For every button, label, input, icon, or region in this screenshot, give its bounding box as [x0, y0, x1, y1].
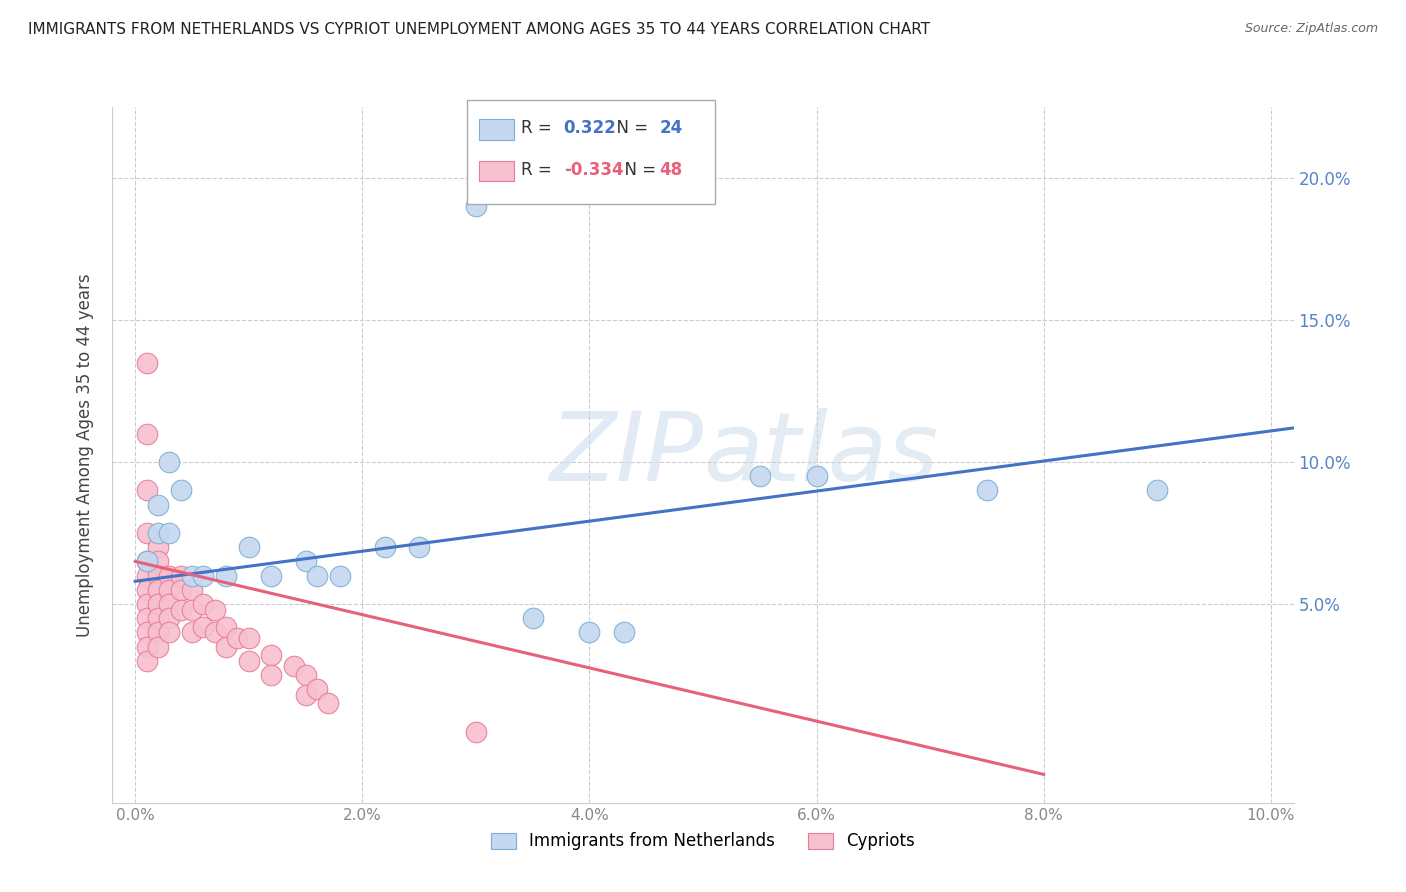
- Point: [215, 568, 238, 582]
- Point: [260, 668, 283, 682]
- Text: N =: N =: [614, 161, 662, 178]
- Point: [748, 469, 770, 483]
- Point: [260, 568, 283, 582]
- Text: N =: N =: [606, 119, 654, 136]
- Point: [135, 625, 157, 640]
- Text: R =: R =: [522, 161, 557, 178]
- Text: ZIP: ZIP: [550, 409, 703, 501]
- Point: [135, 483, 157, 498]
- Point: [408, 540, 430, 554]
- Point: [146, 582, 169, 597]
- Point: [374, 540, 396, 554]
- Point: [238, 540, 260, 554]
- Point: [169, 582, 191, 597]
- Point: [215, 620, 238, 634]
- Point: [157, 597, 180, 611]
- Point: [157, 455, 180, 469]
- FancyBboxPatch shape: [467, 100, 714, 204]
- Point: [135, 582, 157, 597]
- Point: [522, 611, 544, 625]
- Point: [135, 426, 157, 441]
- FancyBboxPatch shape: [478, 119, 515, 140]
- Point: [193, 620, 215, 634]
- Point: [578, 625, 600, 640]
- Point: [226, 631, 249, 645]
- Point: [157, 611, 180, 625]
- Point: [238, 631, 260, 645]
- Point: [146, 526, 169, 541]
- Point: [135, 568, 157, 582]
- Point: [135, 356, 157, 370]
- FancyBboxPatch shape: [478, 161, 515, 181]
- Point: [193, 597, 215, 611]
- Point: [464, 724, 486, 739]
- Point: [157, 582, 180, 597]
- Text: -0.334: -0.334: [564, 161, 623, 178]
- Point: [146, 568, 169, 582]
- Point: [305, 682, 328, 697]
- Point: [464, 199, 486, 213]
- Point: [135, 654, 157, 668]
- Point: [215, 640, 238, 654]
- Point: [146, 498, 169, 512]
- Point: [157, 625, 180, 640]
- Legend: Immigrants from Netherlands, Cypriots: Immigrants from Netherlands, Cypriots: [484, 826, 922, 857]
- Text: R =: R =: [522, 119, 557, 136]
- Point: [135, 611, 157, 625]
- Point: [283, 659, 305, 673]
- Point: [612, 625, 634, 640]
- Point: [329, 568, 352, 582]
- Text: atlas: atlas: [703, 409, 938, 501]
- Point: [135, 554, 157, 568]
- Point: [305, 568, 328, 582]
- Point: [146, 597, 169, 611]
- Point: [146, 625, 169, 640]
- Point: [181, 582, 204, 597]
- Point: [146, 540, 169, 554]
- Point: [316, 697, 339, 711]
- Text: 24: 24: [659, 119, 682, 136]
- Point: [146, 611, 169, 625]
- Text: 48: 48: [659, 161, 682, 178]
- Point: [204, 625, 226, 640]
- Point: [806, 469, 828, 483]
- Point: [135, 554, 157, 568]
- Point: [238, 654, 260, 668]
- Text: IMMIGRANTS FROM NETHERLANDS VS CYPRIOT UNEMPLOYMENT AMONG AGES 35 TO 44 YEARS CO: IMMIGRANTS FROM NETHERLANDS VS CYPRIOT U…: [28, 22, 931, 37]
- Point: [181, 603, 204, 617]
- Point: [157, 568, 180, 582]
- Point: [169, 603, 191, 617]
- Point: [146, 640, 169, 654]
- Point: [193, 568, 215, 582]
- Point: [260, 648, 283, 662]
- Y-axis label: Unemployment Among Ages 35 to 44 years: Unemployment Among Ages 35 to 44 years: [76, 273, 94, 637]
- Text: Source: ZipAtlas.com: Source: ZipAtlas.com: [1244, 22, 1378, 36]
- Point: [146, 554, 169, 568]
- Point: [169, 568, 191, 582]
- Point: [294, 554, 316, 568]
- Point: [157, 526, 180, 541]
- Point: [181, 625, 204, 640]
- Text: 0.322: 0.322: [564, 119, 616, 136]
- Point: [1146, 483, 1168, 498]
- Point: [294, 668, 316, 682]
- Point: [169, 483, 191, 498]
- Point: [135, 640, 157, 654]
- Point: [294, 688, 316, 702]
- Point: [135, 526, 157, 541]
- Point: [181, 568, 204, 582]
- Point: [204, 603, 226, 617]
- Point: [135, 597, 157, 611]
- Point: [976, 483, 998, 498]
